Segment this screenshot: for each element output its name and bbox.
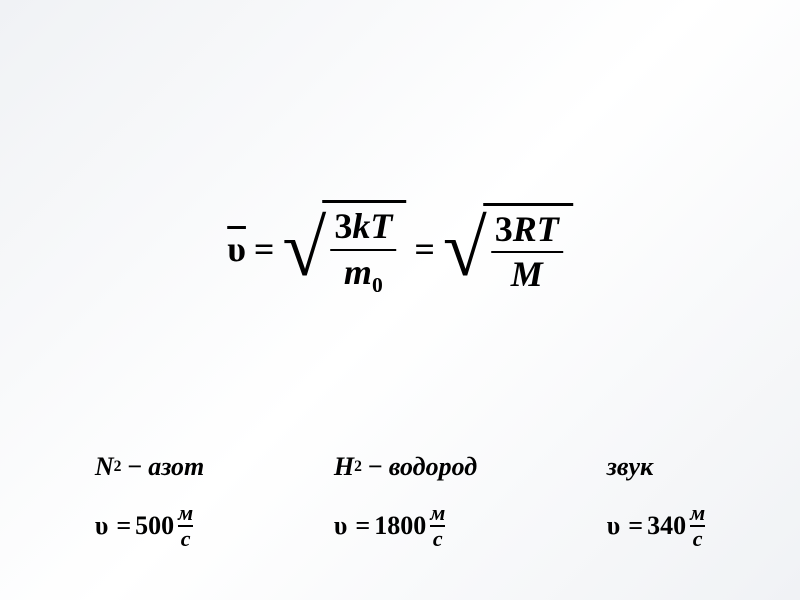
speed-sound: υ = 340 м с	[607, 502, 705, 550]
h2-symbol: H	[334, 452, 354, 482]
frac-2-num: 3RT	[491, 210, 563, 250]
main-formula: υ = √ 3kT m0 = √ 3RT M	[227, 200, 573, 298]
frac-1-den: m0	[340, 253, 387, 298]
sub-0: 0	[372, 273, 383, 297]
equals-1: =	[254, 228, 275, 270]
unit-2: м с	[430, 502, 445, 550]
eq-snd: =	[628, 511, 643, 541]
sqrt-2: √ 3RT M	[443, 203, 573, 295]
frac-1-num: 3kT	[330, 207, 396, 247]
dash-1: −	[127, 452, 142, 482]
frac-2: 3RT M	[491, 210, 563, 295]
sqrt-body-2: 3RT M	[483, 203, 573, 295]
ups-2: υ	[334, 511, 348, 541]
dash-2: −	[368, 452, 383, 482]
unit-s-2: с	[433, 528, 443, 550]
coef-3-2: 3	[495, 209, 513, 249]
frac-2-den: M	[507, 255, 547, 295]
var-k: k	[352, 206, 370, 246]
label-hydrogen: H2 − водород	[334, 452, 477, 482]
var-r: R	[513, 209, 537, 249]
eq-h2: =	[355, 511, 370, 541]
var-t-2: T	[537, 209, 559, 249]
n2-symbol: N	[95, 452, 114, 482]
var-m: m	[344, 252, 372, 292]
val-500: 500	[135, 511, 174, 541]
upsilon-bar: υ	[227, 228, 246, 270]
h2-sub: 2	[354, 458, 362, 476]
h2-name: водород	[389, 452, 477, 482]
unit-s-3: с	[693, 528, 703, 550]
sqrt-sign-2: √	[443, 225, 487, 273]
unit-1: м с	[178, 502, 193, 550]
speed-hydrogen: υ = 1800 м с	[334, 502, 477, 550]
sqrt-body-1: 3kT m0	[322, 200, 406, 298]
unit-m-3: м	[690, 502, 705, 524]
eq-n2: =	[116, 511, 131, 541]
label-sound: звук	[607, 452, 705, 482]
equals-2: =	[414, 228, 435, 270]
frac-1-bar	[330, 249, 396, 251]
val-340: 340	[647, 511, 686, 541]
n2-name: азот	[148, 452, 204, 482]
ups-3: υ	[607, 511, 621, 541]
sqrt-1: √ 3kT m0	[282, 200, 406, 298]
frac-1: 3kT m0	[330, 207, 396, 298]
var-big-m: M	[511, 254, 543, 294]
sound-name: звук	[607, 452, 653, 482]
ups-1: υ	[95, 511, 109, 541]
unit-3: м с	[690, 502, 705, 550]
val-1800: 1800	[374, 511, 426, 541]
col-hydrogen: H2 − водород υ = 1800 м с	[334, 452, 477, 550]
coef-3-1: 3	[334, 206, 352, 246]
unit-m-2: м	[430, 502, 445, 524]
unit-m-1: м	[178, 502, 193, 524]
unit-s-1: с	[181, 528, 191, 550]
speed-nitrogen: υ = 500 м с	[95, 502, 204, 550]
col-sound: звук υ = 340 м с	[607, 452, 705, 550]
frac-2-bar	[491, 251, 563, 253]
col-nitrogen: N2 − азот υ = 500 м с	[95, 452, 204, 550]
label-nitrogen: N2 − азот	[95, 452, 204, 482]
bottom-row: N2 − азот υ = 500 м с H2 − водород υ = 1…	[0, 452, 800, 550]
n2-sub: 2	[114, 458, 122, 476]
var-t-1: T	[370, 206, 392, 246]
sqrt-sign-1: √	[282, 225, 326, 273]
